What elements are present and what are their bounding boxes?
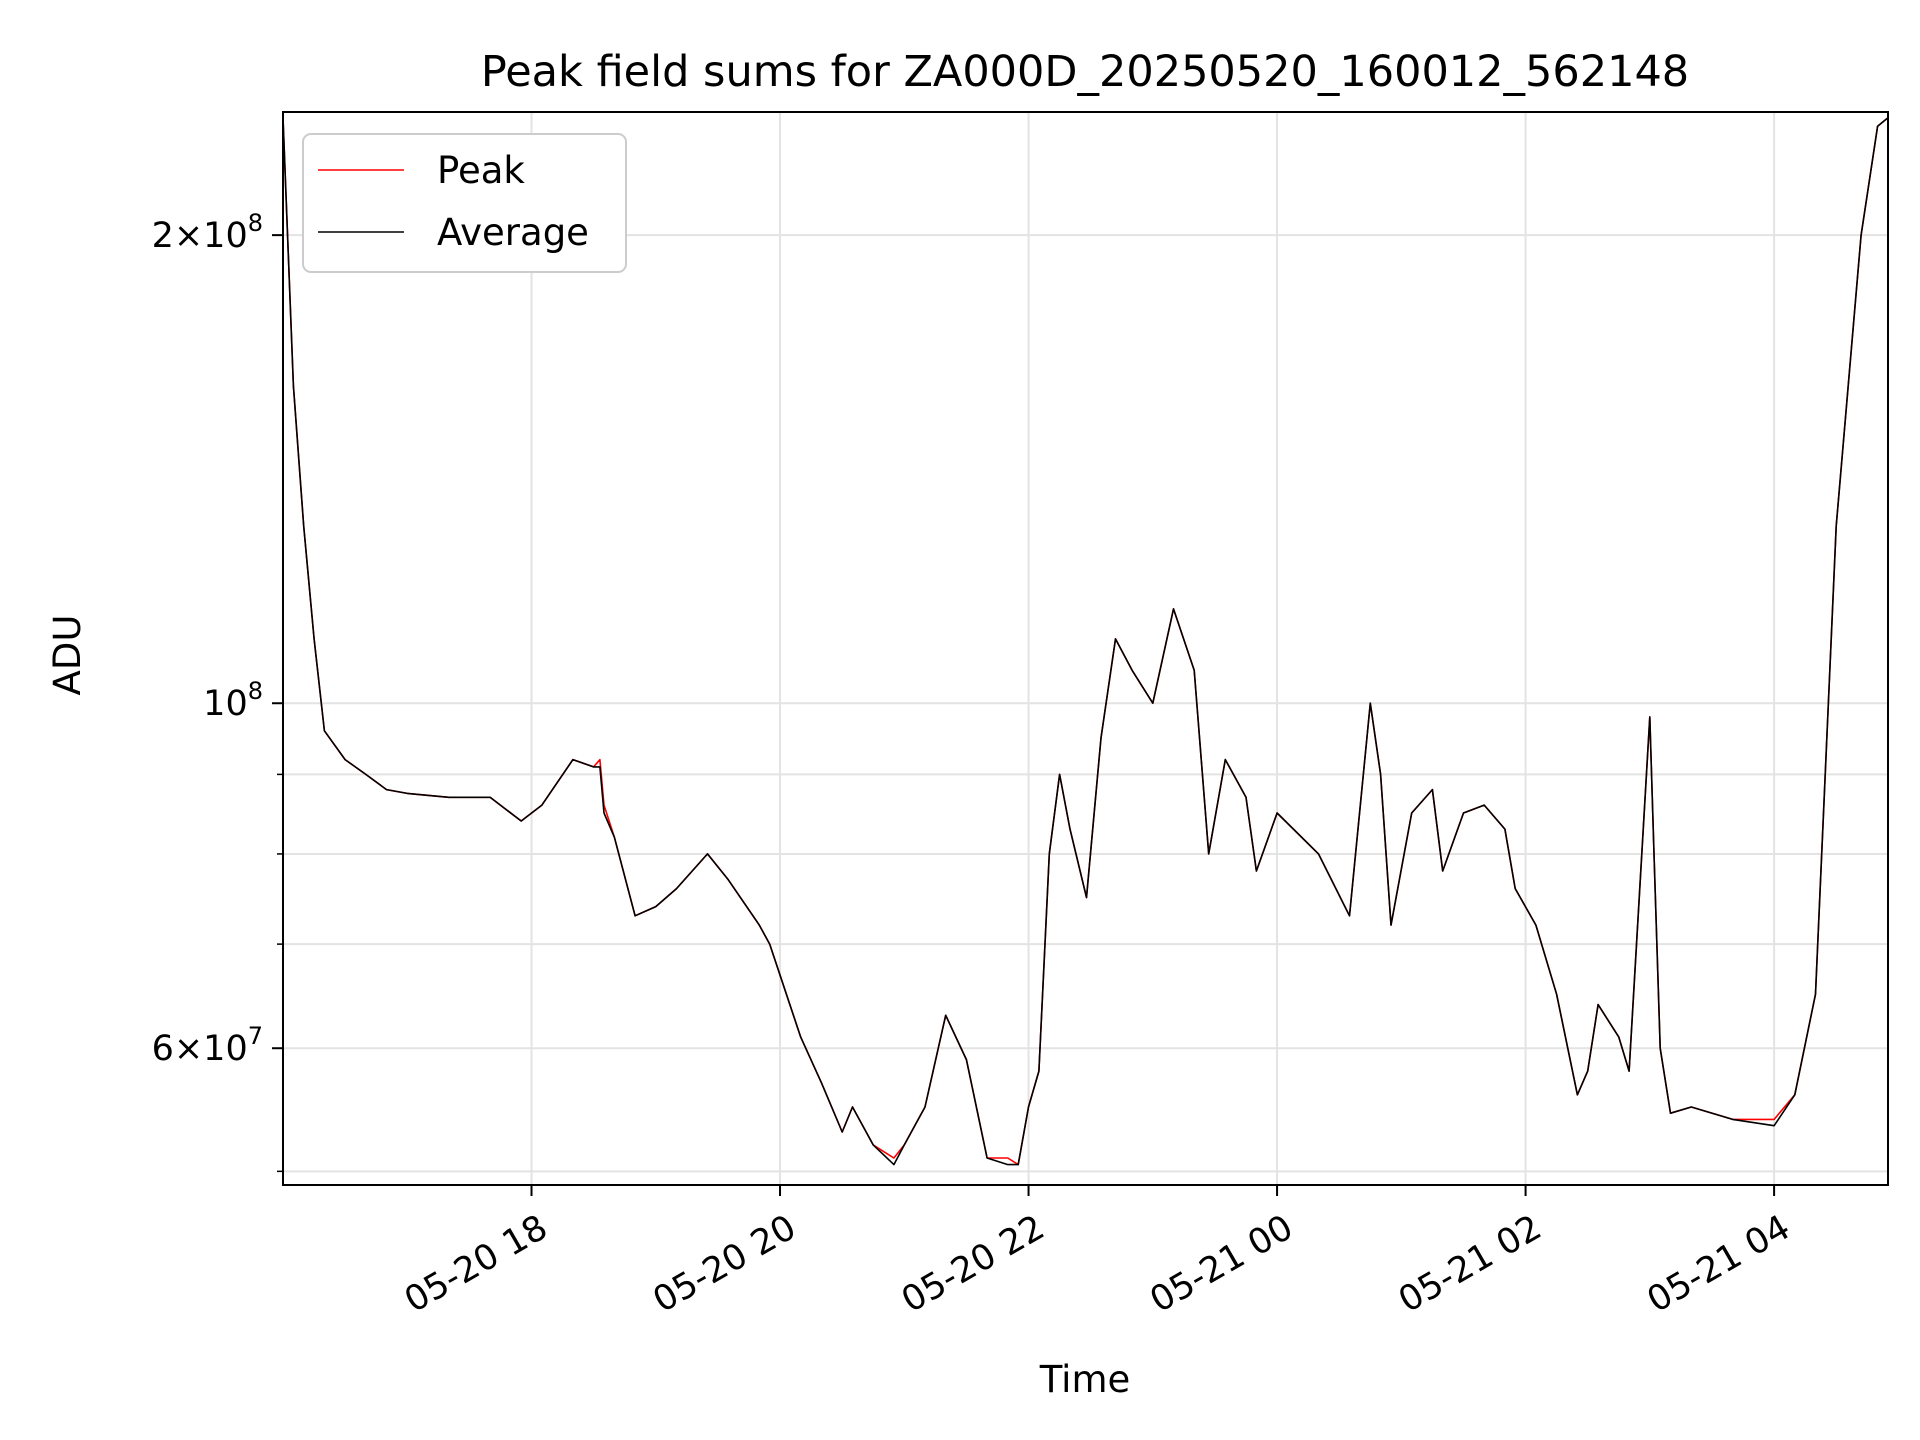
grid-lines bbox=[283, 112, 1888, 1185]
y-tick-label: 108 bbox=[203, 677, 263, 724]
legend-label-peak: Peak bbox=[437, 149, 525, 192]
y-axis-label: ADU bbox=[46, 615, 89, 696]
legend-label-average: Average bbox=[437, 211, 589, 254]
chart-title: Peak field sums for ZA000D_20250520_1600… bbox=[481, 47, 1689, 97]
y-axis: 6×107 108 2×108 bbox=[152, 209, 283, 1173]
plot-area bbox=[282, 117, 1889, 1166]
x-axis-label: Time bbox=[1039, 1358, 1131, 1401]
series-line-average bbox=[282, 117, 1889, 1166]
axes-frame bbox=[282, 111, 1889, 1186]
legend: Peak Average bbox=[302, 133, 627, 273]
legend-box bbox=[302, 133, 627, 273]
y-tick-label: 2×108 bbox=[152, 209, 263, 256]
y-tick-label: 6×107 bbox=[152, 1022, 263, 1069]
